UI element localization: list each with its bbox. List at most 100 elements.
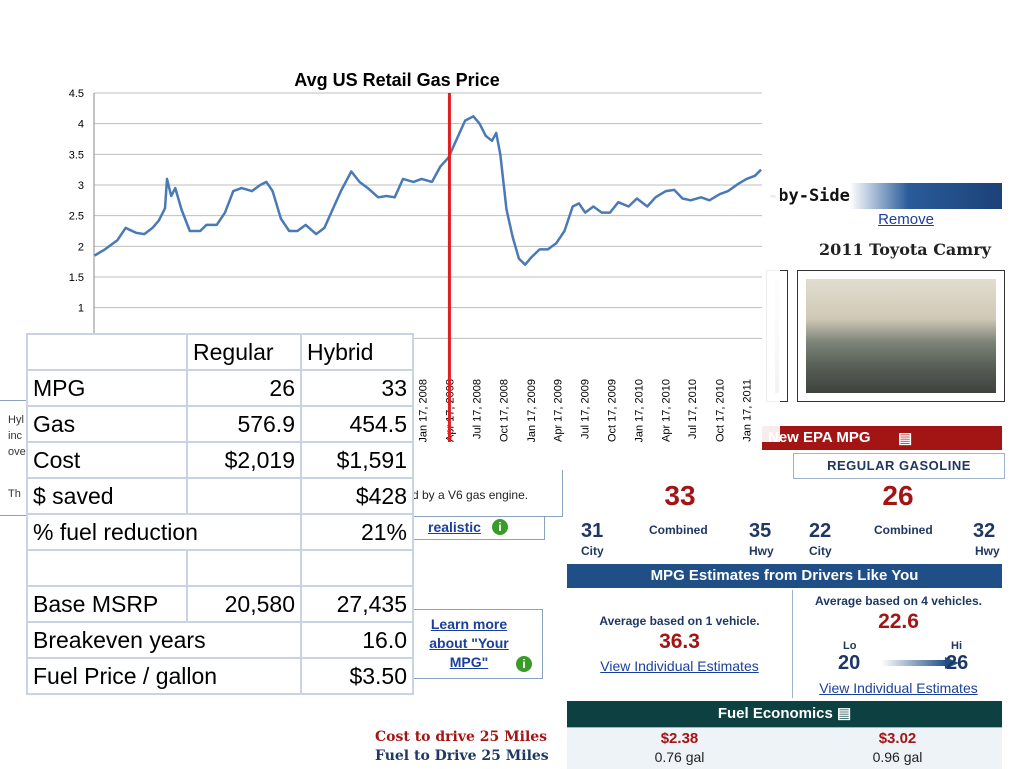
y-tick-label: 1.5 (69, 272, 84, 284)
hybrid-avg-label: Average based on 1 vehicle. (599, 614, 760, 628)
v6-note-panel (412, 470, 563, 517)
drivers-estimates-bar: MPG Estimates from Drivers Like You (567, 564, 1002, 588)
x-tick-label: Oct 17, 2009 (606, 379, 618, 442)
regular-value: 20,580 (186, 585, 302, 623)
learn-more-panel: Learn more about "Your MPG" i (412, 609, 543, 679)
row-label: Breakeven years (26, 621, 302, 659)
regular-value (186, 477, 302, 515)
regular-city-label: City (809, 544, 832, 558)
header-cell-hybrid: Hybrid (300, 333, 414, 371)
row-label: % fuel reduction (26, 513, 302, 551)
hybrid-value (300, 549, 414, 587)
fuel-label: Fuel to Drive 25 Miles (375, 748, 549, 764)
y-tick-label: 4.5 (69, 88, 84, 100)
table-row: MPG 26 33 (26, 369, 414, 407)
fuel-hybrid: 0.76 gal (654, 749, 705, 765)
regular-value: 576.9 (186, 405, 302, 443)
x-tick-label: Jul 17, 2009 (579, 379, 591, 439)
hybrid-mpg-box: 33 Combined 31 City 35 Hwy (565, 478, 792, 563)
y-tick-label: 4 (78, 119, 84, 131)
hybrid-city-mpg: 31 (581, 520, 604, 542)
row-label: $ saved (26, 477, 188, 515)
table-row: Cost $2,019 $1,591 (26, 441, 414, 479)
regular-avg-value: 22.6 (878, 610, 919, 633)
x-tick-label: Oct 17, 2008 (499, 379, 511, 442)
row-label: Base MSRP (26, 585, 188, 623)
hi-label: Hi (951, 640, 962, 652)
y-tick-label: 2.5 (69, 211, 84, 223)
learn-more-link[interactable]: Learn more about "Your MPG" (429, 616, 509, 670)
regular-view-estimates-link[interactable]: View Individual Estimates (819, 680, 978, 696)
regular-value (186, 549, 302, 587)
fuel-economics-bar: Fuel Economics ▤ (567, 701, 1002, 727)
table-row: Base MSRP 20,580 27,435 (26, 585, 414, 623)
hybrid-hwy-mpg: 35 (749, 520, 772, 542)
x-tick-label: Oct 17, 2010 (714, 379, 726, 442)
fuel-regular: 0.96 gal (872, 749, 923, 765)
hybrid-value: 16.0 (300, 621, 414, 659)
side-by-side-header: -by-Side (768, 183, 1002, 209)
hybrid-view-estimates-link[interactable]: View Individual Estimates (600, 658, 759, 674)
y-tick-label: 3 (78, 180, 84, 192)
table-row: Breakeven years 16.0 (26, 621, 414, 659)
regular-hwy-mpg: 32 (973, 520, 996, 542)
remove-link[interactable]: Remove (878, 211, 934, 228)
comparison-table: Regular Hybrid MPG 26 33 Gas 576.9 454.5… (26, 333, 414, 695)
left-fragment-2: inc (8, 430, 23, 442)
x-tick-label: Jul 17, 2010 (687, 379, 699, 439)
hybrid-avg-value: 36.3 (659, 630, 700, 653)
economics-values: $2.38 0.76 gal $3.02 0.96 gal (567, 727, 1002, 769)
left-fragment-3: ove (8, 446, 26, 458)
regular-gasoline-header: Regular Gasoline (793, 453, 1005, 479)
hybrid-value: 21% (300, 513, 414, 551)
header-cell-regular: Regular (186, 333, 302, 371)
table-row: $ saved $428 (26, 477, 414, 515)
v6-note: d by a V6 gas engine. (412, 488, 529, 502)
lo-value: 20 (838, 652, 861, 674)
row-label: Fuel Price / gallon (26, 657, 302, 695)
chart-title: Avg US Retail Gas Price (294, 70, 499, 90)
cost-label: Cost to drive 25 Miles (375, 729, 548, 745)
table-header-row: Regular Hybrid (26, 333, 414, 371)
row-label: Gas (26, 405, 188, 443)
x-tick-label: Apr 17, 2009 (552, 379, 564, 442)
row-label (26, 549, 188, 587)
regular-mpg-box: 26 Combined 22 City 32 Hwy (793, 478, 1004, 563)
header-cell (26, 333, 188, 371)
row-label: Cost (26, 441, 188, 479)
hybrid-value: $428 (300, 477, 414, 515)
y-tick-label: 2 (78, 241, 84, 253)
row-label: MPG (26, 369, 188, 407)
hybrid-driver-estimates: Average based on 1 vehicle. 36.3 View In… (567, 590, 793, 698)
x-tick-label: Jan 17, 2011 (742, 379, 754, 442)
table-row: Fuel Price / gallon $3.50 (26, 657, 414, 695)
lo-label: Lo (843, 640, 857, 652)
regular-value: $2,019 (186, 441, 302, 479)
regular-driver-estimates: Average based on 4 vehicles. 22.6 Lo 20 … (793, 590, 1004, 698)
cost-regular: $3.02 (878, 730, 917, 747)
cost-hybrid: $2.38 (660, 730, 699, 747)
x-tick-label: Jan 17, 2009 (526, 379, 538, 442)
hybrid-value: 454.5 (300, 405, 414, 443)
regular-city-mpg: 22 (809, 520, 832, 542)
info-icon[interactable]: i (492, 519, 508, 535)
left-fragment-1: Hyl (8, 414, 24, 426)
hybrid-combined-mpg: 33 (664, 480, 696, 511)
regular-combined-mpg: 26 (882, 480, 914, 511)
table-row: Gas 576.9 454.5 (26, 405, 414, 443)
gas-price-line (93, 115, 762, 266)
y-tick-label: 3.5 (69, 149, 84, 161)
realistic-link[interactable]: realistic (428, 519, 481, 535)
x-tick-label: Apr 17, 2010 (660, 379, 672, 442)
realistic-panel: realistic i (412, 517, 545, 540)
regular-combined-label: Combined (874, 523, 933, 537)
x-tick-label: Jul 17, 2008 (471, 379, 483, 439)
car-title: 2011 Toyota Camry (819, 240, 991, 259)
info-icon[interactable]: i (516, 656, 532, 672)
table-row (26, 549, 414, 587)
regular-hwy-label: Hwy (975, 544, 1000, 558)
x-tick-label: Jan 17, 2010 (634, 379, 646, 442)
epa-mpg-bar: New EPA MPG ▤ (762, 426, 1002, 450)
regular-value: 26 (186, 369, 302, 407)
